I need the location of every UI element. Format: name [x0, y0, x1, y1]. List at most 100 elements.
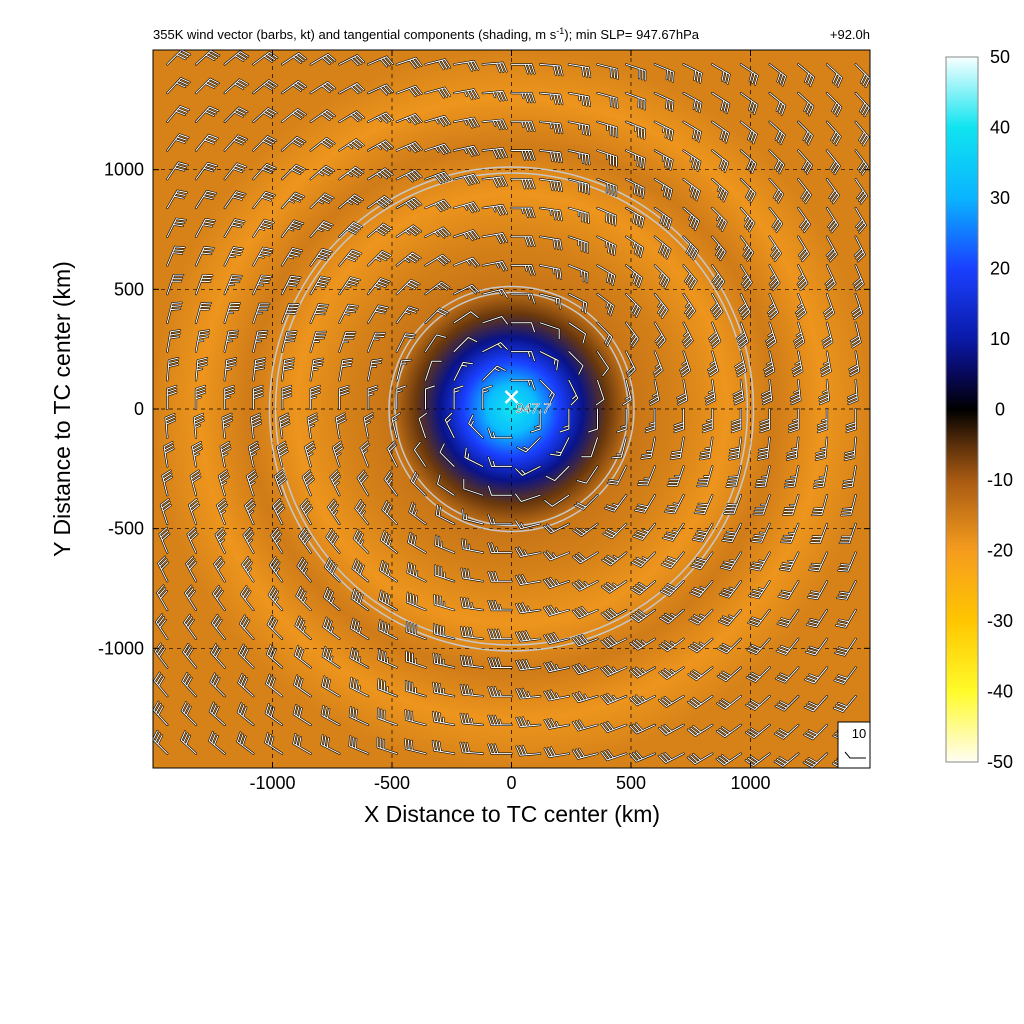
wind-barb: [453, 284, 480, 295]
wind-barb: [601, 608, 627, 621]
wind-barb: [453, 311, 479, 324]
wind-barb: [539, 121, 563, 134]
wind-barb: [718, 609, 742, 626]
wind-barb: [854, 236, 866, 262]
min-slp-label: 947.7: [516, 400, 552, 416]
wind-barb: [803, 753, 828, 768]
x-tick-label: -500: [374, 773, 410, 793]
wind-barb: [248, 441, 260, 467]
wind-barb: [769, 150, 785, 174]
wind-barb: [793, 322, 805, 348]
wind-barb: [338, 194, 364, 209]
wind-barb: [769, 264, 780, 291]
wind-barb: [396, 306, 419, 324]
wind-barb: [661, 552, 685, 569]
wind-barb: [740, 236, 754, 261]
wind-barb: [807, 580, 828, 600]
wind-barb: [357, 470, 369, 496]
wind-barb: [740, 178, 756, 203]
wind-barb: [855, 92, 870, 117]
wind-barb: [302, 470, 315, 496]
wind-barb: [702, 408, 713, 433]
y-axis-title: Y Distance to TC center (km): [49, 261, 75, 557]
wind-barb: [378, 619, 398, 640]
wind-barb: [688, 638, 713, 653]
wind-barb: [338, 166, 364, 180]
wind-barb: [153, 730, 168, 755]
wind-barb: [155, 614, 168, 640]
wind-barb: [435, 505, 455, 525]
wind-barb: [330, 470, 341, 496]
wind-barb: [788, 408, 799, 433]
wind-barb: [269, 557, 283, 582]
wind-barb: [224, 275, 243, 295]
wind-barb: [166, 357, 179, 381]
wind-barb: [576, 465, 598, 484]
wind-barb: [735, 351, 747, 377]
wind-barb: [625, 207, 645, 228]
wind-barb: [654, 322, 666, 348]
range-ring: [388, 285, 635, 533]
wind-barb: [425, 227, 451, 238]
wind-barb: [544, 661, 570, 673]
wind-barb: [460, 713, 484, 726]
wind-barb: [432, 682, 455, 697]
wind-barb: [769, 63, 787, 86]
reference-barb-frame: [837, 721, 871, 769]
wind-barb: [855, 178, 868, 204]
wind-barb: [425, 385, 435, 410]
wind-barb: [279, 413, 290, 439]
wind-barb: [482, 176, 508, 187]
wind-barb: [453, 117, 479, 128]
wind-barb: [511, 63, 535, 74]
wind-barb: [769, 236, 782, 262]
wind-barb: [439, 443, 455, 467]
wind-barb: [511, 207, 535, 218]
wind-barb: [633, 523, 656, 540]
x-tick-label: 0: [506, 773, 516, 793]
wind-barb: [252, 357, 266, 381]
wind-barb: [511, 322, 535, 333]
wind-barb: [396, 279, 420, 295]
wind-barb: [238, 673, 254, 697]
wind-barb: [797, 264, 808, 291]
wind-barb: [338, 277, 361, 295]
wind-barb: [195, 330, 210, 353]
wind-barb: [683, 264, 697, 290]
wind-barb: [568, 322, 586, 344]
wind-barb: [711, 207, 727, 232]
wind-barb: [688, 667, 713, 681]
wind-barb: [293, 704, 312, 726]
wind-barb: [432, 711, 455, 726]
wind-barb: [716, 695, 742, 710]
wind-barb: [511, 236, 535, 247]
wind-barb: [707, 351, 719, 377]
wind-barb: [826, 236, 838, 262]
wind-barb: [581, 437, 598, 458]
wind-barb: [338, 358, 353, 381]
reference-barb-box: 10: [837, 721, 871, 769]
range-ring: [274, 172, 749, 646]
wind-barb: [488, 485, 512, 496]
wind-barb: [224, 247, 244, 266]
wind-barb: [213, 556, 226, 582]
wind-barb: [271, 527, 283, 554]
wind-barb: [515, 603, 541, 614]
wind-barb: [425, 360, 442, 381]
wind-barb: [767, 293, 779, 320]
wind-barb: [224, 191, 246, 209]
wind-barb: [396, 359, 412, 381]
wind-barb: [654, 150, 673, 171]
wind-barb: [396, 197, 422, 210]
wind-barb: [295, 616, 312, 640]
wind-barb: [601, 749, 627, 761]
range-rings: [268, 166, 755, 652]
wind-barb: [215, 527, 226, 554]
wind-barb: [795, 293, 807, 320]
wind-barb: [310, 385, 321, 410]
wind-barb: [607, 465, 627, 485]
wind-barb: [804, 667, 828, 684]
wind-barb: [711, 121, 730, 143]
wind-barb: [435, 535, 455, 554]
